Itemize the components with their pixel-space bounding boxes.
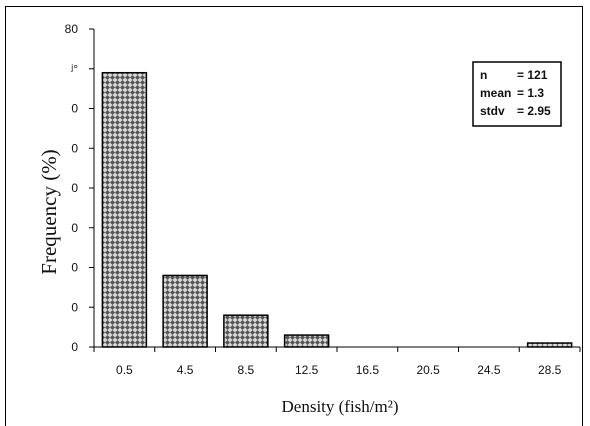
x-tick-label: 16.5	[356, 363, 380, 377]
x-axis: 0.5 4.5 8.5 12.5 16.5 20.5 24.5 28.5	[93, 346, 581, 377]
bar-8.5	[223, 314, 269, 348]
bar-0.5	[101, 71, 148, 348]
y-tick-label: 0	[71, 340, 78, 354]
x-tick-label: 12.5	[295, 363, 319, 377]
x-tick-label: 0.5	[116, 363, 133, 377]
stats-label-mean: mean	[480, 86, 511, 100]
bar-28.5	[526, 342, 573, 348]
y-tick-label: 0	[71, 141, 78, 155]
stats-legend-box	[472, 61, 562, 127]
stats-label-n: n	[480, 68, 487, 82]
y-tick-label: 0	[71, 300, 78, 314]
stats-value-n: = 121	[517, 68, 548, 82]
stats-label-stdv: stdv	[480, 104, 505, 118]
y-axis: 0 0 0 0 0 0 0 ʲ° 80	[65, 22, 95, 354]
stats-value-stdv: = 2.95	[517, 104, 551, 118]
y-tick-label: ʲ°	[70, 62, 78, 76]
x-tick-label: 20.5	[416, 363, 440, 377]
bars	[101, 71, 573, 348]
chart-frame	[5, 6, 583, 426]
y-tick-label: 0	[71, 181, 78, 195]
bar-12.5	[283, 334, 330, 348]
y-tick-label: 0	[71, 102, 78, 116]
stats-value-mean: = 1.3	[517, 86, 544, 100]
y-axis-title: Frequency (%)	[37, 149, 61, 274]
stats-legend: n = 121 mean = 1.3 stdv = 2.95	[472, 61, 562, 127]
x-tick-label: 8.5	[238, 363, 255, 377]
x-tick-label: 4.5	[177, 363, 194, 377]
bar-4.5	[162, 274, 208, 348]
x-tick-label: 24.5	[477, 363, 501, 377]
y-tick-label: 0	[71, 261, 78, 275]
x-axis-title: Density (fish/m²)	[282, 397, 399, 416]
y-tick-label: 80	[65, 22, 79, 36]
x-tick-label: 28.5	[538, 363, 562, 377]
y-tick-label: 0	[71, 221, 78, 235]
